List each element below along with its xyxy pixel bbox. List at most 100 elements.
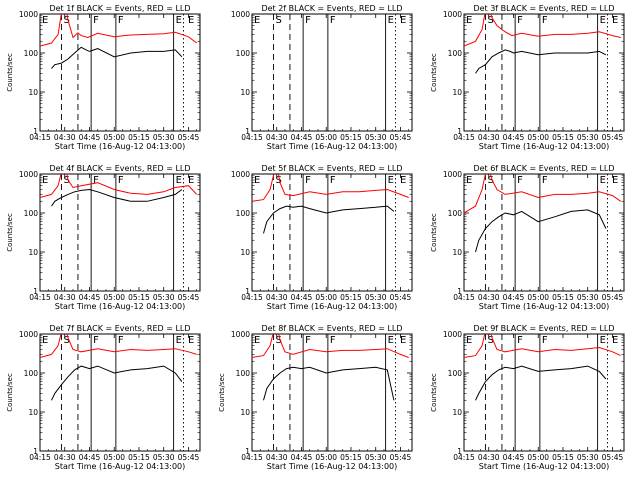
marker-label: F: [330, 175, 336, 186]
y-tick-label: 100: [448, 209, 463, 218]
y-axis-label: Counts/sec: [6, 53, 14, 92]
x-tick-label: 05:30: [577, 293, 599, 302]
corner-label-right: E: [612, 15, 618, 26]
x-tick-label: 04:15: [453, 293, 475, 302]
events-series-line: [475, 49, 607, 74]
corner-label-left: E: [254, 15, 260, 26]
x-tick-label: 04:45: [503, 293, 525, 302]
corner-label-right: E: [188, 15, 194, 26]
corner-label-left: E: [254, 175, 260, 186]
x-axis-label: Start Time (16-Aug-12 04:13:00): [55, 462, 186, 471]
corner-label-right: E: [188, 175, 194, 186]
marker-label: F: [93, 335, 99, 346]
y-tick-label: 100: [24, 49, 39, 58]
lld-series-line: [40, 14, 198, 47]
y-axis-label: Counts/sec: [218, 373, 226, 412]
x-tick-label: 05:45: [390, 133, 412, 142]
y-tick-label: 10: [28, 408, 38, 417]
y-tick-label: 10: [452, 408, 462, 417]
x-tick-label: 05:00: [315, 293, 337, 302]
lld-series-line: [464, 174, 621, 214]
panel-title: Det 9f BLACK = Events, RED = LLD: [473, 324, 614, 333]
marker-label: S: [275, 15, 281, 26]
y-tick-label: 10: [28, 88, 38, 97]
y-tick-label: 10: [240, 248, 250, 257]
x-tick-label: 05:15: [340, 453, 362, 462]
plot-frame: [251, 333, 413, 452]
x-tick-label: 05:30: [577, 453, 599, 462]
marker-label: E: [388, 15, 394, 26]
y-axis-label: Counts/sec: [6, 213, 14, 252]
x-tick-label: 04:30: [54, 453, 76, 462]
y-tick-label: 100: [236, 209, 251, 218]
y-tick-label: 1: [245, 447, 250, 456]
x-tick-label: 05:45: [178, 293, 200, 302]
x-tick-label: 04:45: [79, 133, 101, 142]
panel-title: Det 4f BLACK = Events, RED = LLD: [49, 164, 190, 173]
marker-label: S: [63, 15, 69, 26]
marker-label: S: [63, 335, 69, 346]
x-tick-label: 04:30: [266, 133, 288, 142]
x-tick-label: 05:15: [552, 293, 574, 302]
x-tick-label: 05:30: [153, 453, 175, 462]
x-tick-label: 04:15: [29, 293, 51, 302]
marker-label: F: [305, 335, 311, 346]
events-series-line: [51, 365, 183, 401]
x-tick-label: 04:15: [453, 453, 475, 462]
x-axis-label: Start Time (16-Aug-12 04:13:00): [267, 462, 398, 471]
x-tick-label: 04:30: [54, 293, 76, 302]
x-tick-label: 04:15: [241, 133, 263, 142]
lld-series-line: [464, 14, 621, 47]
corner-label-right: E: [400, 15, 406, 26]
y-tick-label: 1000: [19, 170, 38, 179]
panel-det-1: Det 1f BLACK = Events, RED = LLD 1 10 100 10…: [6, 4, 201, 151]
x-tick-label: 05:15: [552, 453, 574, 462]
y-tick-label: 100: [24, 369, 39, 378]
y-tick-label: 1: [457, 287, 462, 296]
panel-det-3: Det 3f BLACK = Events, RED = LLD 1 10 100 10…: [430, 4, 625, 151]
panel-title: Det 7f BLACK = Events, RED = LLD: [49, 324, 190, 333]
panel-det-4: Det 4f BLACK = Events, RED = LLD 1 10 100 10…: [6, 164, 201, 311]
x-tick-label: 04:15: [29, 133, 51, 142]
x-tick-label: 05:45: [178, 133, 200, 142]
marker-label: F: [330, 15, 336, 26]
lld-series-line: [252, 174, 409, 202]
x-tick-label: 05:45: [602, 133, 624, 142]
marker-label: E: [388, 175, 394, 186]
marker-label: S: [63, 175, 69, 186]
x-axis-label: Start Time (16-Aug-12 04:13:00): [55, 302, 186, 311]
x-tick-label: 05:45: [390, 453, 412, 462]
x-tick-label: 05:15: [340, 133, 362, 142]
y-axis-label: Counts/sec: [430, 53, 438, 92]
marker-label: F: [118, 175, 124, 186]
y-tick-label: 10: [452, 248, 462, 257]
y-tick-label: 1: [245, 127, 250, 136]
y-tick-label: 1: [457, 447, 462, 456]
panel-det-5: Det 5f BLACK = Events, RED = LLD 1 10 100 10…: [231, 164, 413, 311]
plot-frame: [463, 13, 625, 132]
lld-series-line: [40, 334, 197, 358]
x-tick-label: 05:15: [128, 293, 150, 302]
corner-label-left: E: [42, 335, 48, 346]
y-tick-label: 1000: [443, 10, 462, 19]
panel-title: Det 2f BLACK = Events, RED = LLD: [261, 4, 402, 13]
x-tick-label: 04:30: [54, 133, 76, 142]
x-tick-label: 04:45: [79, 453, 101, 462]
lld-series-line: [40, 174, 198, 198]
y-tick-label: 1000: [19, 330, 38, 339]
x-axis-label: Start Time (16-Aug-12 04:13:00): [267, 142, 398, 151]
x-tick-label: 05:00: [527, 453, 549, 462]
y-tick-label: 1000: [231, 170, 250, 179]
marker-label: F: [542, 335, 548, 346]
panel-title: Det 6f BLACK = Events, RED = LLD: [473, 164, 614, 173]
plot-frame: [39, 13, 201, 132]
x-tick-label: 05:00: [527, 133, 549, 142]
corner-label-left: E: [466, 15, 472, 26]
y-axis-label: Counts/sec: [6, 373, 14, 412]
marker-label: F: [305, 15, 311, 26]
x-tick-label: 05:00: [103, 293, 125, 302]
marker-label: E: [600, 175, 606, 186]
lld-series-line: [252, 334, 409, 358]
corner-label-left: E: [254, 335, 260, 346]
